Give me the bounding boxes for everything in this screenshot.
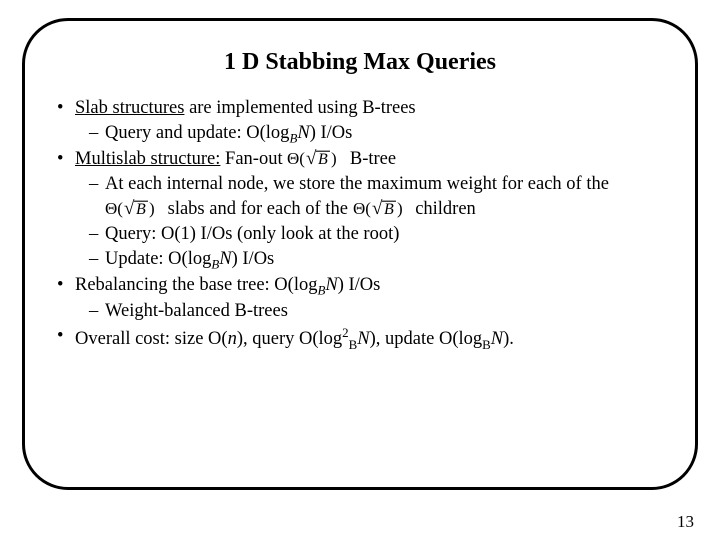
bullet2-sub1: At each internal node, we store the maxi… bbox=[89, 172, 667, 222]
bullet1-rest: are implemented using B-trees bbox=[184, 98, 415, 118]
svg-text:√: √ bbox=[372, 198, 383, 219]
bullet1-sub1: Query and update: O(logBN) I/Os bbox=[89, 121, 667, 147]
page-number: 13 bbox=[677, 512, 694, 532]
bullet-rebalancing: Rebalancing the base tree: O(logBN) I/Os… bbox=[53, 273, 667, 324]
bullet2-rest: B-tree bbox=[345, 149, 396, 169]
slide-body: Slab structures are implemented using B-… bbox=[53, 96, 667, 354]
svg-text:Θ(: Θ( bbox=[105, 199, 123, 218]
bullet2-mid: Fan-out bbox=[220, 149, 287, 169]
bullet-multislab: Multislab structure: Fan-out Θ(√B) B-tre… bbox=[53, 147, 667, 273]
svg-text:√: √ bbox=[124, 198, 135, 219]
bullet-slab-structures: Slab structures are implemented using B-… bbox=[53, 96, 667, 147]
bullet-overall-cost: Overall cost: size O(n), query O(log2BN)… bbox=[53, 324, 667, 353]
svg-text:B: B bbox=[384, 201, 394, 218]
bullet2-sub3: Update: O(logBN) I/Os bbox=[89, 247, 667, 273]
svg-text:B: B bbox=[136, 201, 146, 218]
theta-sqrt-b-icon: Θ(√B) bbox=[287, 148, 345, 170]
bullet1-prefix: Slab structures bbox=[75, 98, 184, 118]
svg-text:): ) bbox=[331, 149, 337, 168]
bullet2-sub2: Query: O(1) I/Os (only look at the root) bbox=[89, 222, 667, 247]
svg-text:√: √ bbox=[306, 148, 317, 169]
svg-text:): ) bbox=[149, 199, 155, 218]
svg-text:B: B bbox=[318, 151, 328, 168]
slide-title: 1 D Stabbing Max Queries bbox=[53, 49, 667, 76]
theta-sqrt-b-icon: Θ(√B) bbox=[105, 198, 163, 220]
svg-text:): ) bbox=[397, 199, 403, 218]
bullet3-sub1: Weight-balanced B-trees bbox=[89, 299, 667, 324]
bullet2-prefix: Multislab structure: bbox=[75, 149, 220, 169]
slide-frame: 1 D Stabbing Max Queries Slab structures… bbox=[22, 18, 698, 490]
svg-text:Θ(: Θ( bbox=[353, 199, 371, 218]
bullet-list: Slab structures are implemented using B-… bbox=[53, 96, 667, 354]
theta-sqrt-b-icon: Θ(√B) bbox=[353, 198, 411, 220]
svg-text:Θ(: Θ( bbox=[287, 149, 305, 168]
